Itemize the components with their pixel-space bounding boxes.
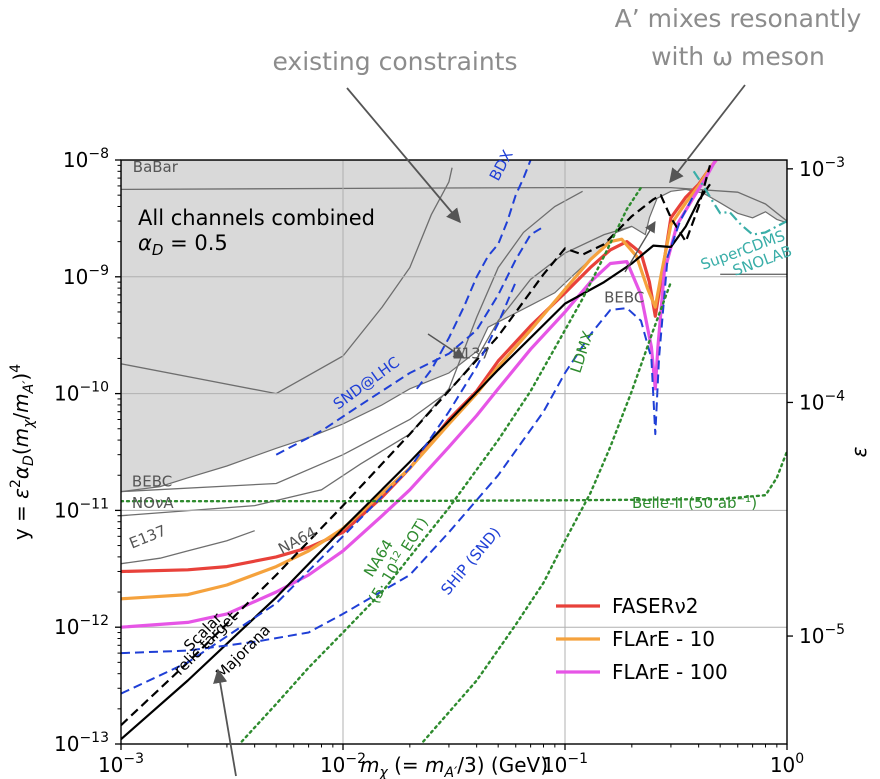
curve-relic-majorana xyxy=(121,183,711,741)
y-tick-label-0: 10−8 xyxy=(63,146,109,172)
curve-bdx xyxy=(416,160,532,390)
axis-ticks: 10−3 10−2 10−1 100 10−8 10−9 10−10 10−11 10−12 10… xyxy=(54,146,845,777)
ship-snd-label: SHiP (SND) xyxy=(437,524,504,599)
relic-target-arrow xyxy=(213,668,237,777)
y2-tick-label-1: 10−4 xyxy=(799,388,845,414)
sensitivity-curves xyxy=(121,160,787,743)
constraint-label-3: E137 xyxy=(127,521,169,552)
constraint-label-1: BEBC xyxy=(132,473,172,491)
curve-flare-10 xyxy=(121,160,718,601)
a-prime-annotation-line1: A’ mixes resonantly xyxy=(615,4,862,33)
x-axis-label: mχ (= mA′/3) (GeV) xyxy=(360,753,548,779)
plot-frame xyxy=(120,159,788,745)
x-tick-label-0: 10−3 xyxy=(98,751,144,777)
y-tick-label-5: 10−13 xyxy=(54,730,109,756)
y-tick-label-4: 10−12 xyxy=(54,613,109,639)
a-prime-arrow xyxy=(669,84,746,184)
curve-supercdms-snolab xyxy=(692,170,787,236)
y2-tick-label-0: 10−3 xyxy=(799,155,845,181)
curve-na64-future xyxy=(240,186,643,743)
ldmx-label: LDMX xyxy=(567,329,597,376)
y-axis-label: y = ε2αD(mχ/mA′)4 xyxy=(8,364,37,540)
inplot-title-line1: All channels combined xyxy=(138,206,375,230)
constraint-edge-e137-high xyxy=(121,167,453,395)
inplot-title-line2: αD = 0.5 xyxy=(138,231,228,259)
curve-belle-ii xyxy=(121,450,787,503)
x-tick-label-3: 100 xyxy=(770,751,804,777)
constraint-edge-e137-low xyxy=(121,530,255,565)
constraint-label-2: NOνA xyxy=(132,494,174,512)
bebc-arrow xyxy=(624,221,656,273)
y-tick-label-3: 10−11 xyxy=(54,496,109,522)
legend-label-1: FLArE - 10 xyxy=(612,627,715,651)
belle-ii-label: Belle-II (50 ab−1) xyxy=(632,494,757,512)
legend: FASERν2 FLArE - 10 FLArE - 100 xyxy=(556,594,728,684)
curve-ldmx xyxy=(422,280,673,743)
x-tick-label-1: 10−2 xyxy=(320,751,366,777)
x-tick-label-2: 10−1 xyxy=(542,751,588,777)
annotation-arrows xyxy=(213,84,746,777)
existing-constraints-arrow xyxy=(346,87,461,224)
curve-snd-lhc xyxy=(275,227,542,456)
y2-axis-label: ε xyxy=(847,446,871,457)
e137-arrow xyxy=(427,333,465,359)
a-prime-annotation-line2: with ω meson xyxy=(651,42,825,71)
constraint-edge-babar xyxy=(121,186,787,222)
y-tick-label-2: 10−10 xyxy=(54,380,109,406)
constraint-label-0: BaBar xyxy=(133,158,179,176)
constraint-label-6: BEBC xyxy=(604,289,644,307)
y2-tick-label-2: 10−5 xyxy=(799,622,845,648)
grid xyxy=(121,160,787,744)
curve-faser-2 xyxy=(121,160,718,574)
na64-future-label: NA64 (5· 1012 EOT) xyxy=(350,505,432,607)
existing-constraints-annotation: existing constraints xyxy=(272,47,517,76)
curve-sensitivity-blue-low xyxy=(121,281,517,695)
legend-label-2: FLArE - 100 xyxy=(612,660,728,684)
curve-relic-scalar xyxy=(121,165,712,727)
y-tick-label-1: 10−9 xyxy=(63,263,109,289)
legend-label-0: FASERν2 xyxy=(612,594,698,618)
constraint-edge-nova xyxy=(121,190,583,517)
